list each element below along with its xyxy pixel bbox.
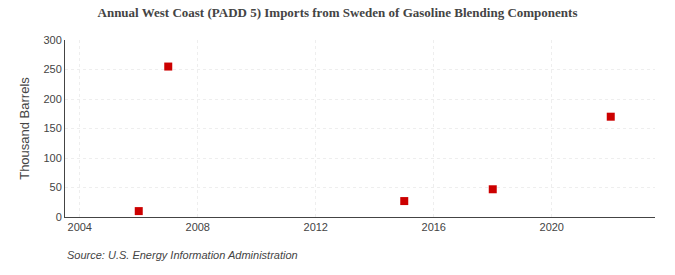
svg-text:Thousand Barrels: Thousand Barrels xyxy=(17,77,32,180)
svg-text:300: 300 xyxy=(43,34,61,46)
svg-text:Annual West Coast (PADD 5) Imp: Annual West Coast (PADD 5) Imports from … xyxy=(98,5,578,20)
svg-text:0: 0 xyxy=(56,211,62,223)
svg-text:100: 100 xyxy=(43,152,61,164)
svg-text:Source: U.S. Energy Informatio: Source: U.S. Energy Information Administ… xyxy=(67,249,298,261)
svg-text:2004: 2004 xyxy=(68,221,92,233)
svg-text:2016: 2016 xyxy=(422,221,446,233)
svg-text:250: 250 xyxy=(43,63,61,75)
svg-text:200: 200 xyxy=(43,93,61,105)
svg-text:2020: 2020 xyxy=(540,221,564,233)
svg-text:150: 150 xyxy=(43,122,61,134)
svg-text:2012: 2012 xyxy=(304,221,328,233)
svg-text:50: 50 xyxy=(50,181,62,193)
svg-text:2008: 2008 xyxy=(186,221,210,233)
